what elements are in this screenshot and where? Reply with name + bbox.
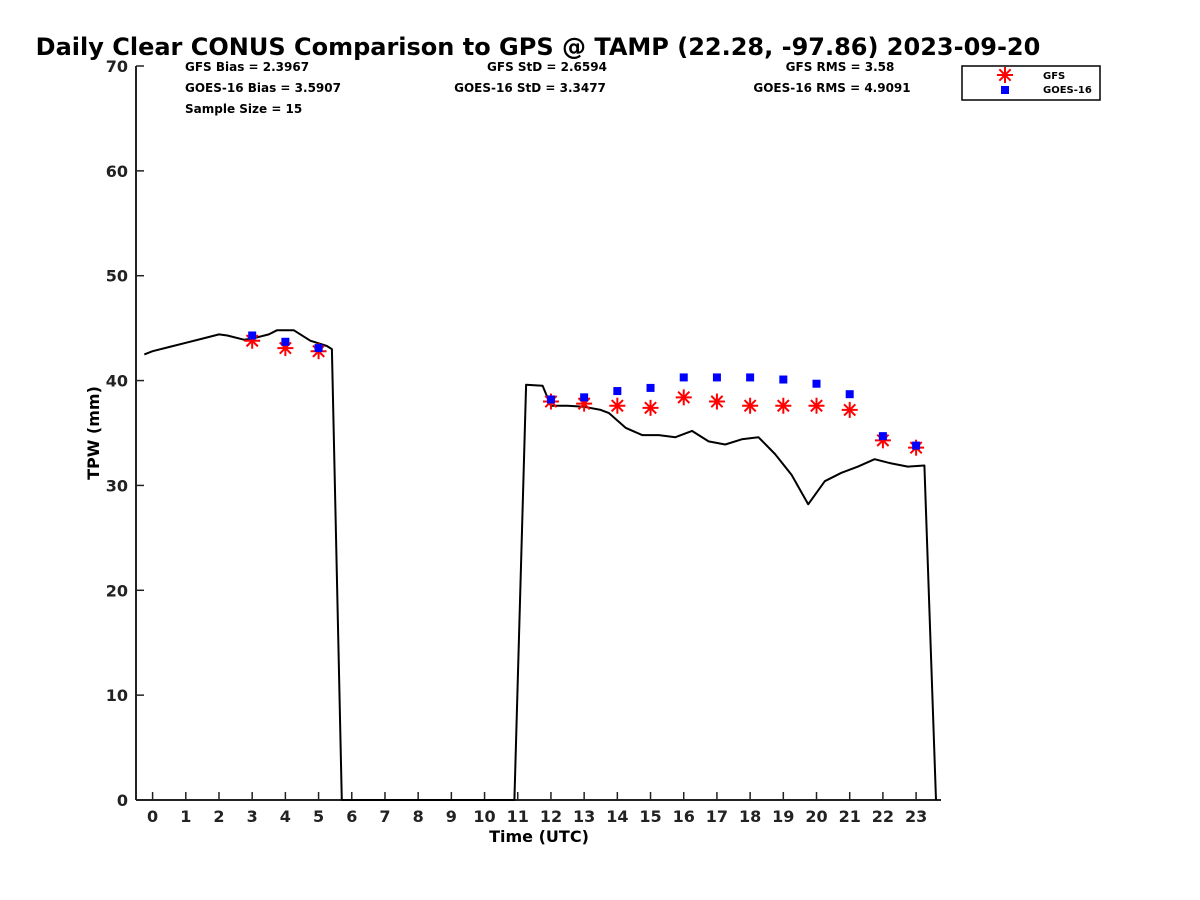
y-tick-label: 0 <box>117 791 128 810</box>
x-tick-label: 12 <box>540 807 562 826</box>
x-tick-label: 21 <box>839 807 861 826</box>
goes-point <box>613 387 622 396</box>
gfs-point <box>642 399 659 416</box>
x-tick-label: 17 <box>706 807 728 826</box>
chart-title: Daily Clear CONUS Comparison to GPS @ TA… <box>36 33 1041 61</box>
y-tick-label: 30 <box>106 476 128 495</box>
legend-goes-label: GOES-16 <box>1043 85 1092 96</box>
x-tick-label: 1 <box>180 807 191 826</box>
gfs-point <box>775 397 792 414</box>
goes-point <box>746 373 755 382</box>
gfs-point <box>708 393 725 410</box>
goes-point <box>712 373 721 382</box>
x-tick-label: 11 <box>507 807 529 826</box>
legend-gfs-asterisk <box>997 67 1013 83</box>
goes-point <box>912 441 921 450</box>
goes-point <box>248 331 257 340</box>
goes-series <box>248 331 921 450</box>
x-tick-label: 18 <box>739 807 761 826</box>
goes-point <box>546 395 555 404</box>
axes: 0 1 2 3 4 5 6 7 8 9 10 11 12 13 14 15 16 17 18 19 20 21 22 2301… <box>106 57 941 826</box>
goes-point <box>281 337 290 346</box>
x-tick-label: 13 <box>573 807 595 826</box>
goes-point <box>646 383 655 392</box>
x-tick-label: 19 <box>772 807 794 826</box>
legend-gfs-label: GFS <box>1043 71 1065 82</box>
y-tick-label: 50 <box>106 267 128 286</box>
gps-line-series <box>143 329 937 801</box>
gps-line <box>143 329 937 801</box>
y-tick-label: 60 <box>106 162 128 181</box>
legend-goes-marker <box>1001 86 1009 94</box>
goes-point <box>314 344 323 353</box>
x-tick-label: 10 <box>473 807 495 826</box>
gfs-point <box>841 401 858 418</box>
sample-size-text: Sample Size = 15 <box>185 102 302 116</box>
x-tick-label: 14 <box>606 807 628 826</box>
legend-box <box>961 65 1101 101</box>
goes-point <box>845 390 854 399</box>
gfs-bias-text: GFS Bias = 2.3967 <box>185 60 309 74</box>
y-tick-label: 10 <box>106 686 128 705</box>
goes-point <box>580 393 589 402</box>
x-tick-label: 2 <box>213 807 224 826</box>
goes-rms-text: GOES-16 RMS = 4.9091 <box>753 81 910 95</box>
gfs-point <box>742 397 759 414</box>
x-axis-label: Time (UTC) <box>489 827 589 846</box>
goes-bias-text: GOES-16 Bias = 3.5907 <box>185 81 341 95</box>
goes-point <box>679 373 688 382</box>
y-tick-label: 40 <box>106 372 128 391</box>
x-tick-label: 4 <box>280 807 291 826</box>
x-tick-label: 16 <box>673 807 695 826</box>
gfs-std-text: GFS StD = 2.6594 <box>487 60 607 74</box>
goes-point <box>878 432 887 441</box>
legend: GFS GOES-16 <box>961 65 1101 101</box>
legend-gfs-marker <box>997 67 1013 83</box>
x-tick-label: 20 <box>805 807 827 826</box>
x-tick-label: 22 <box>872 807 894 826</box>
goes-std-text: GOES-16 StD = 3.3477 <box>454 81 606 95</box>
y-tick-label: 20 <box>106 581 128 600</box>
x-tick-label: 6 <box>346 807 357 826</box>
x-tick-label: 9 <box>446 807 457 826</box>
x-tick-label: 8 <box>413 807 424 826</box>
gfs-series <box>244 332 925 456</box>
x-tick-label: 15 <box>639 807 661 826</box>
gfs-point <box>609 397 626 414</box>
x-tick-label: 23 <box>905 807 927 826</box>
y-tick-label: 70 <box>106 57 128 76</box>
gfs-point <box>675 389 692 406</box>
y-axis-label: TPW (mm) <box>84 386 103 480</box>
gfs-rms-text: GFS RMS = 3.58 <box>786 60 895 74</box>
x-tick-label: 0 <box>147 807 158 826</box>
gfs-point <box>808 397 825 414</box>
x-tick-label: 3 <box>247 807 258 826</box>
x-tick-label: 5 <box>313 807 324 826</box>
goes-point <box>812 379 821 388</box>
goes-point <box>779 375 788 384</box>
x-tick-label: 7 <box>379 807 390 826</box>
